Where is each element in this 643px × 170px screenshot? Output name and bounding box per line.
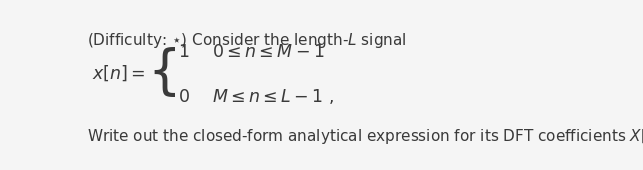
Text: $M \leq n \leq L - 1$ $,$: $M \leq n \leq L - 1$ $,$ xyxy=(212,88,334,106)
Text: $0$: $0$ xyxy=(177,88,190,106)
Text: (Difficulty: $\star$) Consider the length-$L$ signal: (Difficulty: $\star$) Consider the lengt… xyxy=(87,31,406,50)
Text: Write out the closed-form analytical expression for its DFT coefficients $X[k]$.: Write out the closed-form analytical exp… xyxy=(87,127,643,146)
Text: $x[n] =$: $x[n] =$ xyxy=(92,64,145,83)
Text: {: { xyxy=(148,47,181,99)
Text: $0 \leq n \leq M - 1$: $0 \leq n \leq M - 1$ xyxy=(212,44,325,62)
Text: $1$: $1$ xyxy=(177,44,189,62)
